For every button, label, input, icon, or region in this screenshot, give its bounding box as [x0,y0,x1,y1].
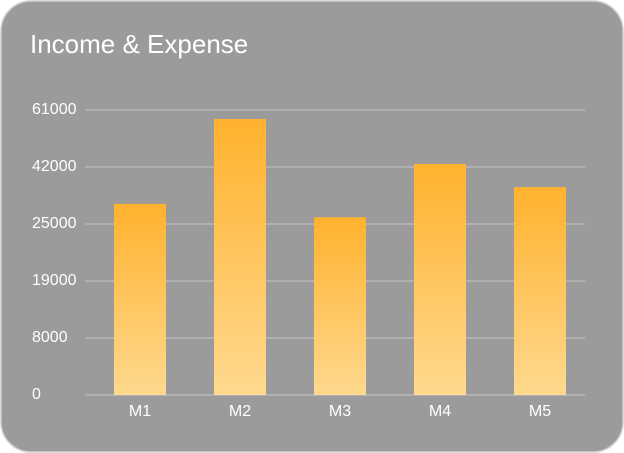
x-tick-label: M1 [129,403,151,420]
bar [314,217,366,395]
bar [414,164,466,395]
x-tick-label: M2 [229,403,251,420]
y-tick-label: 8000 [32,329,68,346]
y-tick-label: 42000 [32,158,77,175]
x-tick-label: M4 [429,403,451,420]
x-tick-label: M5 [529,403,551,420]
y-tick-label: 0 [32,386,41,403]
x-tick-label: M3 [329,403,351,420]
bar [514,187,566,395]
y-tick-label: 19000 [32,272,77,289]
y-tick-label: 61000 [32,101,77,118]
y-tick-label: 25000 [32,215,77,232]
bar [114,203,166,395]
bar [214,119,266,395]
chart-title: Income & Expense [30,29,248,59]
